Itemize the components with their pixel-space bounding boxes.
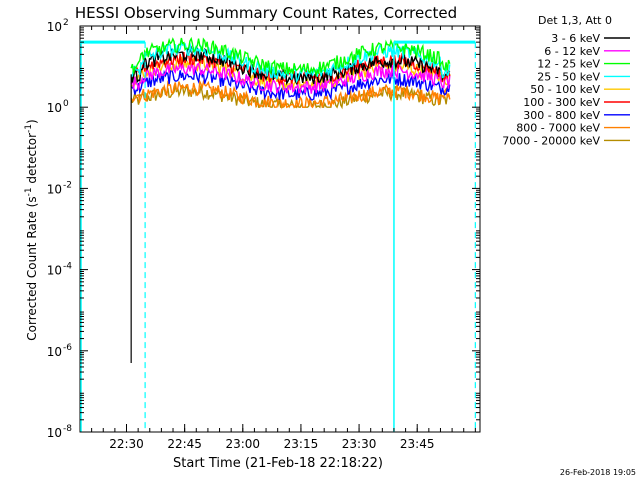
x-tick-label: 23:45 <box>400 437 435 451</box>
y-label-pre: Corrected Count Rate (s <box>25 196 39 340</box>
x-tick-label: 22:30 <box>109 437 144 451</box>
y-tick-exponent: -2 <box>63 180 72 190</box>
legend-entry-label: 6 - 12 keV <box>544 45 600 58</box>
y-tick-label: 10 <box>47 264 62 278</box>
legend-title: Det 1,3, Att 0 <box>538 14 612 27</box>
y-tick-label: 10 <box>47 20 62 34</box>
y-axis-label: Corrected Count Rate (s-1 detector-1) <box>24 119 39 340</box>
y-tick-exponent: -4 <box>63 262 72 272</box>
series-line <box>130 78 451 110</box>
y-label-post: ) <box>25 119 39 124</box>
series-layer <box>130 36 451 364</box>
legend-entry-label: 100 - 300 keV <box>523 96 600 109</box>
legend-entry-label: 300 - 800 keV <box>523 109 600 122</box>
footer-timestamp: 26-Feb-2018 19:05 <box>560 468 636 477</box>
x-tick-label: 23:00 <box>225 437 260 451</box>
legend-entry-label: 7000 - 20000 keV <box>502 134 600 147</box>
y-tick-exponent: 0 <box>63 99 69 109</box>
legend-entry-label: 25 - 50 keV <box>537 70 600 83</box>
plot-frame <box>79 25 481 433</box>
legend-entry-label: 12 - 25 keV <box>537 58 600 71</box>
series-line <box>130 60 451 94</box>
series-line <box>130 45 451 86</box>
y-tick-label: 10 <box>47 345 62 359</box>
legend-entry-label: 3 - 6 keV <box>551 32 600 45</box>
y-tick-exponent: -8 <box>63 424 72 434</box>
series-line <box>130 66 451 101</box>
x-tick-label: 23:15 <box>284 437 319 451</box>
y-label-sup2: -1 <box>24 124 34 133</box>
x-tick-label: 22:45 <box>167 437 202 451</box>
legend-entry-label: 800 - 7000 keV <box>516 122 600 135</box>
x-axis-label: Start Time (21-Feb-18 22:18:22) <box>173 456 383 471</box>
y-tick-exponent: -6 <box>63 343 72 353</box>
y-label-sup1: -1 <box>24 187 34 196</box>
y-label-mid: detector <box>25 133 39 188</box>
y-tick-label: 10 <box>47 182 62 196</box>
chart-title: HESSI Observing Summary Count Rates, Cor… <box>75 4 457 22</box>
y-tick-label: 10 <box>47 426 62 440</box>
y-tick-label: 10 <box>47 101 62 115</box>
x-tick-label: 23:30 <box>342 437 377 451</box>
legend-entry-label: 50 - 100 keV <box>530 83 600 96</box>
x-axis-ticks: 22:30 22:45 23:00 23:15 23:30 23:45 <box>91 26 476 451</box>
y-tick-exponent: 2 <box>63 18 69 28</box>
